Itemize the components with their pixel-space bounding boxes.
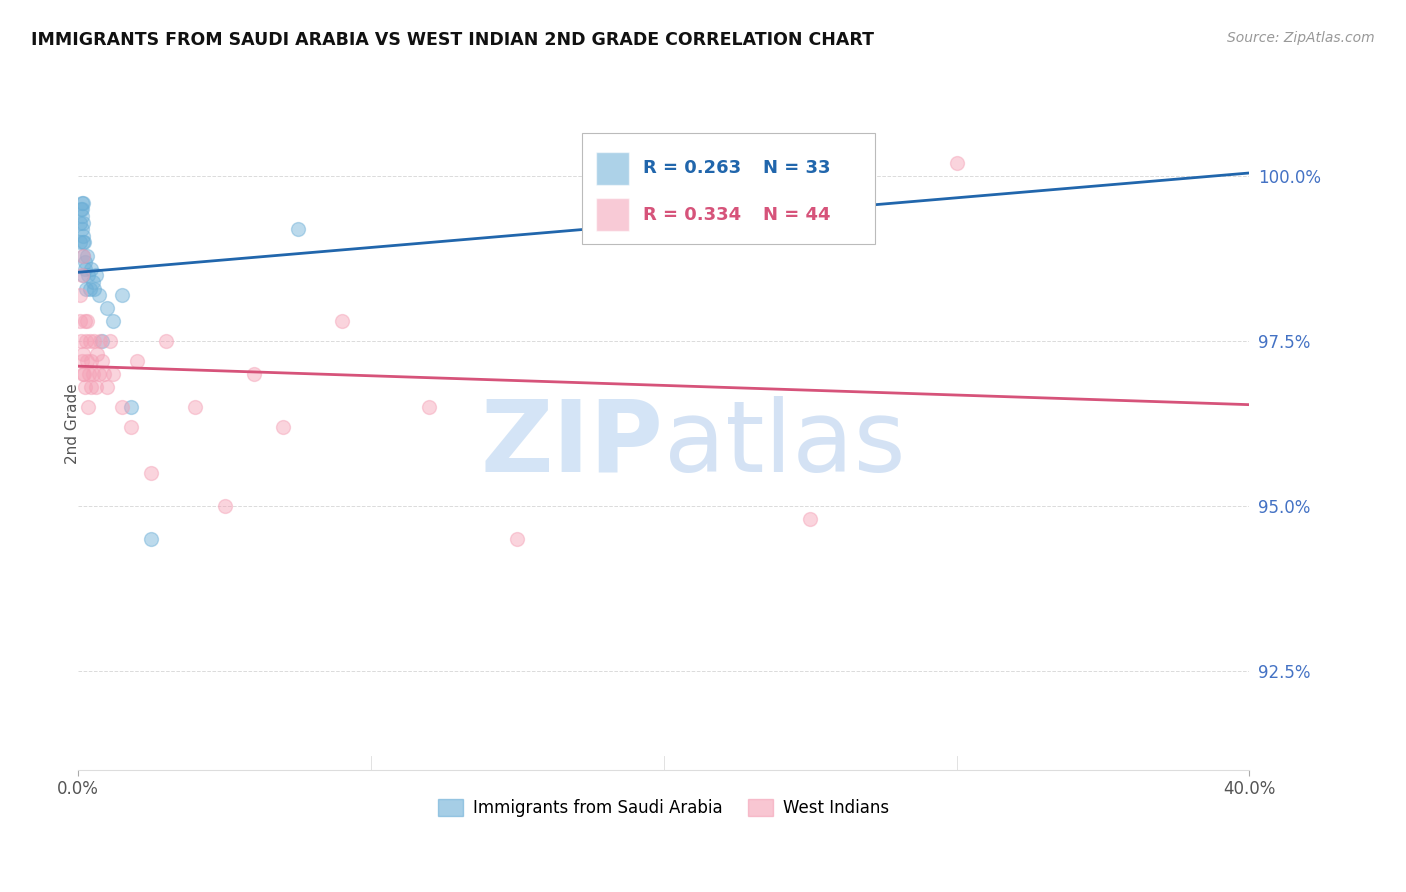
Point bbox=[72, 195, 94, 210]
Point bbox=[87, 288, 110, 302]
Point bbox=[96, 380, 118, 394]
Point bbox=[103, 368, 125, 382]
Point bbox=[82, 368, 104, 382]
Point bbox=[82, 275, 104, 289]
Point bbox=[111, 288, 134, 302]
Point bbox=[330, 314, 353, 328]
Point bbox=[75, 334, 97, 349]
Point bbox=[184, 401, 207, 415]
Point bbox=[80, 354, 103, 368]
Point bbox=[76, 314, 98, 328]
Text: R = 0.334: R = 0.334 bbox=[643, 205, 741, 224]
Point bbox=[93, 368, 115, 382]
Point bbox=[72, 368, 94, 382]
Point bbox=[72, 228, 94, 243]
Point bbox=[87, 368, 110, 382]
Point bbox=[945, 156, 967, 170]
Point bbox=[80, 380, 103, 394]
Point bbox=[73, 368, 96, 382]
Point bbox=[125, 354, 148, 368]
Point bbox=[90, 334, 112, 349]
Point bbox=[799, 512, 821, 526]
Point bbox=[418, 401, 440, 415]
Point bbox=[75, 281, 97, 295]
FancyBboxPatch shape bbox=[582, 133, 875, 244]
Point bbox=[70, 334, 93, 349]
Point bbox=[155, 334, 177, 349]
Point bbox=[70, 354, 93, 368]
Point bbox=[90, 354, 112, 368]
Text: atlas: atlas bbox=[664, 396, 905, 493]
Point bbox=[76, 248, 98, 262]
Point bbox=[70, 202, 93, 217]
Point bbox=[72, 347, 94, 361]
Point bbox=[72, 215, 94, 229]
Point bbox=[103, 314, 125, 328]
Text: N = 44: N = 44 bbox=[763, 205, 831, 224]
Point bbox=[73, 255, 96, 269]
Point bbox=[70, 202, 93, 217]
Point bbox=[96, 301, 118, 316]
Point bbox=[69, 314, 91, 328]
Text: R = 0.263: R = 0.263 bbox=[643, 159, 741, 178]
Point bbox=[89, 334, 111, 349]
Point bbox=[70, 222, 93, 236]
FancyBboxPatch shape bbox=[596, 152, 628, 185]
Point bbox=[84, 268, 107, 283]
Point bbox=[98, 334, 121, 349]
Point bbox=[287, 222, 309, 236]
Point bbox=[83, 281, 105, 295]
Point bbox=[84, 380, 107, 394]
Point bbox=[506, 532, 529, 546]
Point bbox=[69, 215, 91, 229]
Point bbox=[86, 347, 108, 361]
Point bbox=[70, 195, 93, 210]
Point bbox=[83, 334, 105, 349]
Point bbox=[214, 499, 236, 513]
Y-axis label: 2nd Grade: 2nd Grade bbox=[65, 384, 80, 464]
Point bbox=[70, 268, 93, 283]
Point bbox=[77, 401, 100, 415]
Text: Source: ZipAtlas.com: Source: ZipAtlas.com bbox=[1227, 31, 1375, 45]
Point bbox=[111, 401, 134, 415]
Point bbox=[120, 420, 142, 434]
Text: IMMIGRANTS FROM SAUDI ARABIA VS WEST INDIAN 2ND GRADE CORRELATION CHART: IMMIGRANTS FROM SAUDI ARABIA VS WEST IND… bbox=[31, 31, 875, 49]
Point bbox=[76, 354, 98, 368]
Point bbox=[75, 261, 97, 276]
Point bbox=[141, 532, 163, 546]
Point bbox=[69, 288, 91, 302]
Point bbox=[72, 248, 94, 262]
Point bbox=[79, 334, 101, 349]
Point bbox=[141, 466, 163, 480]
Legend: Immigrants from Saudi Arabia, West Indians: Immigrants from Saudi Arabia, West India… bbox=[432, 792, 896, 824]
Point bbox=[711, 169, 734, 184]
Point bbox=[120, 401, 142, 415]
Point bbox=[79, 281, 101, 295]
Point bbox=[75, 380, 97, 394]
Point bbox=[70, 209, 93, 223]
Point bbox=[72, 248, 94, 262]
Point bbox=[80, 261, 103, 276]
Point bbox=[243, 368, 266, 382]
Point bbox=[77, 368, 100, 382]
FancyBboxPatch shape bbox=[596, 198, 628, 231]
Point bbox=[69, 235, 91, 250]
Point bbox=[77, 268, 100, 283]
Point bbox=[271, 420, 294, 434]
Point bbox=[73, 314, 96, 328]
Text: ZIP: ZIP bbox=[481, 396, 664, 493]
Text: N = 33: N = 33 bbox=[763, 159, 831, 178]
Point bbox=[72, 235, 94, 250]
Point bbox=[72, 268, 94, 283]
Point bbox=[73, 235, 96, 250]
